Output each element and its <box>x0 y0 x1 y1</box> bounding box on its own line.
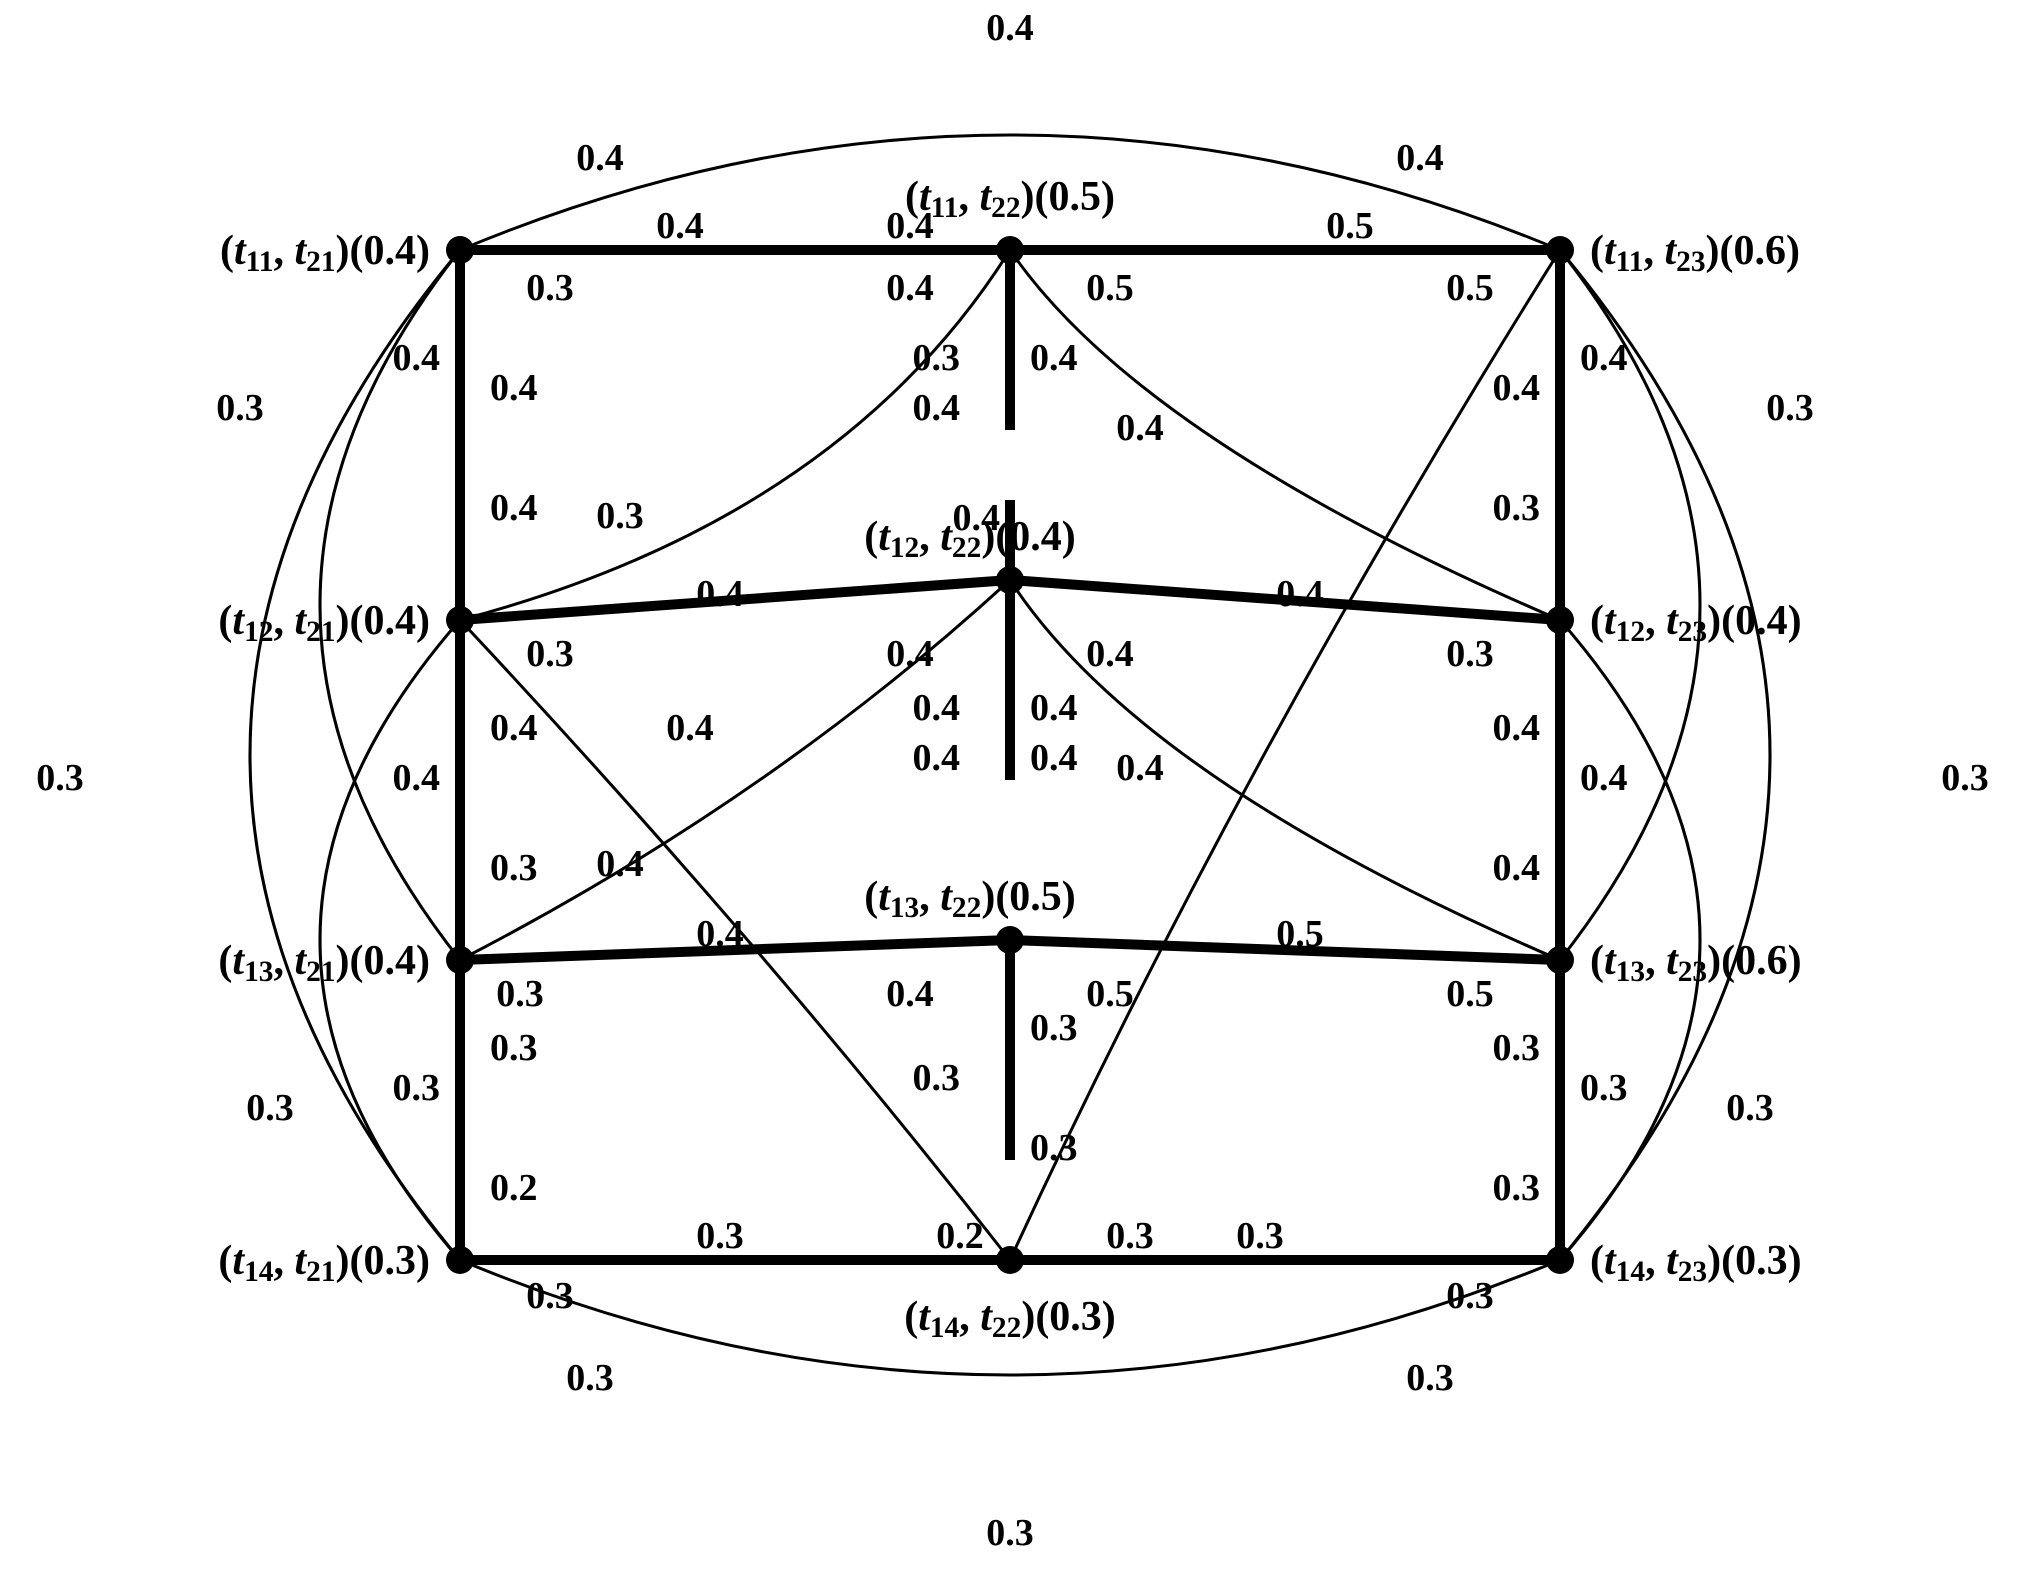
svg-text:0.4: 0.4 <box>490 487 538 529</box>
svg-text:0.4: 0.4 <box>913 687 961 729</box>
svg-text:0.3: 0.3 <box>1030 1127 1078 1169</box>
svg-text:0.3: 0.3 <box>490 847 538 889</box>
svg-text:0.3: 0.3 <box>913 337 961 379</box>
svg-text:0.4: 0.4 <box>1030 337 1078 379</box>
svg-text:(t13, t23)(0.6): (t13, t23)(0.6) <box>1590 938 1802 988</box>
svg-text:(t11, t21)(0.4): (t11, t21)(0.4) <box>220 228 430 278</box>
svg-text:0.4: 0.4 <box>1086 633 1134 675</box>
svg-text:0.4: 0.4 <box>576 137 624 179</box>
svg-text:0.4: 0.4 <box>986 7 1034 49</box>
svg-text:0.4: 0.4 <box>656 205 704 247</box>
svg-text:(t14, t23)(0.3): (t14, t23)(0.3) <box>1590 1238 1802 1288</box>
svg-text:0.4: 0.4 <box>913 387 961 429</box>
svg-text:0.4: 0.4 <box>886 267 934 309</box>
svg-text:0.4: 0.4 <box>1580 757 1628 799</box>
svg-text:0.4: 0.4 <box>696 573 744 615</box>
svg-text:0.4: 0.4 <box>393 337 441 379</box>
svg-text:0.3: 0.3 <box>1580 1067 1628 1109</box>
svg-text:0.4: 0.4 <box>1493 847 1541 889</box>
svg-text:0.3: 0.3 <box>526 1275 574 1317</box>
svg-text:0.5: 0.5 <box>1446 267 1494 309</box>
svg-text:0.3: 0.3 <box>1766 387 1814 429</box>
svg-text:0.4: 0.4 <box>1493 707 1541 749</box>
svg-text:0.3: 0.3 <box>393 1067 441 1109</box>
svg-text:0.3: 0.3 <box>246 1087 294 1129</box>
svg-text:0.4: 0.4 <box>393 757 441 799</box>
svg-text:0.3: 0.3 <box>496 973 544 1015</box>
svg-text:0.5: 0.5 <box>1086 267 1134 309</box>
graph-node <box>996 236 1024 264</box>
svg-text:0.3: 0.3 <box>526 267 574 309</box>
fuzzy-graph-diagram: 0.40.30.30.30.30.30.30.30.40.30.40.40.40… <box>0 0 2027 1575</box>
svg-text:0.3: 0.3 <box>526 633 574 675</box>
svg-text:(t12, t23)(0.4): (t12, t23)(0.4) <box>1590 598 1802 648</box>
svg-text:(t13, t21)(0.4): (t13, t21)(0.4) <box>218 938 430 988</box>
svg-text:0.3: 0.3 <box>1493 1027 1541 1069</box>
svg-text:(t14, t22)(0.3): (t14, t22)(0.3) <box>904 1294 1116 1344</box>
graph-node <box>996 1246 1024 1274</box>
svg-text:0.3: 0.3 <box>566 1357 614 1399</box>
svg-text:0.4: 0.4 <box>886 973 934 1015</box>
svg-text:0.4: 0.4 <box>913 737 961 779</box>
svg-text:0.4: 0.4 <box>490 367 538 409</box>
graph-node <box>1546 946 1574 974</box>
svg-text:0.4: 0.4 <box>1116 407 1164 449</box>
svg-text:0.3: 0.3 <box>1446 633 1494 675</box>
svg-text:(t11, t23)(0.6): (t11, t23)(0.6) <box>1590 228 1800 278</box>
svg-text:0.5: 0.5 <box>1086 973 1134 1015</box>
svg-text:0.4: 0.4 <box>490 707 538 749</box>
svg-text:0.3: 0.3 <box>1030 1007 1078 1049</box>
svg-text:0.4: 0.4 <box>1580 337 1628 379</box>
svg-text:0.3: 0.3 <box>1236 1215 1284 1257</box>
graph-node <box>996 926 1024 954</box>
svg-text:(t14, t21)(0.3): (t14, t21)(0.3) <box>218 1238 430 1288</box>
svg-text:0.5: 0.5 <box>1276 913 1324 955</box>
arc-edge <box>1560 620 1700 1260</box>
graph-node <box>446 236 474 264</box>
svg-text:0.3: 0.3 <box>36 757 84 799</box>
arc-edge <box>1010 250 1560 1260</box>
svg-text:0.4: 0.4 <box>886 633 934 675</box>
svg-text:0.2: 0.2 <box>490 1167 538 1209</box>
svg-text:(t12, t21)(0.4): (t12, t21)(0.4) <box>218 598 430 648</box>
svg-text:0.3: 0.3 <box>696 1215 744 1257</box>
svg-text:0.3: 0.3 <box>1726 1087 1774 1129</box>
svg-text:0.5: 0.5 <box>1446 973 1494 1015</box>
svg-text:0.3: 0.3 <box>1493 487 1541 529</box>
svg-text:0.3: 0.3 <box>1493 1167 1541 1209</box>
svg-text:0.3: 0.3 <box>490 1027 538 1069</box>
svg-text:0.4: 0.4 <box>596 843 644 885</box>
svg-text:0.4: 0.4 <box>1396 137 1444 179</box>
graph-node <box>1546 606 1574 634</box>
svg-text:0.2: 0.2 <box>936 1215 984 1257</box>
svg-text:0.4: 0.4 <box>1116 747 1164 789</box>
svg-text:0.3: 0.3 <box>216 387 264 429</box>
graph-node <box>446 946 474 974</box>
graph-node <box>1546 236 1574 264</box>
svg-text:0.4: 0.4 <box>1493 367 1541 409</box>
svg-text:0.3: 0.3 <box>913 1057 961 1099</box>
graph-node <box>446 606 474 634</box>
svg-text:0.3: 0.3 <box>1106 1215 1154 1257</box>
graph-node <box>996 566 1024 594</box>
svg-text:0.5: 0.5 <box>1326 205 1374 247</box>
svg-text:0.3: 0.3 <box>596 495 644 537</box>
graph-node <box>446 1246 474 1274</box>
graph-node <box>1546 1246 1574 1274</box>
svg-text:(t11, t22)(0.5): (t11, t22)(0.5) <box>905 174 1115 224</box>
svg-text:(t13, t22)(0.5): (t13, t22)(0.5) <box>864 874 1076 924</box>
svg-text:0.3: 0.3 <box>1446 1275 1494 1317</box>
svg-text:0.4: 0.4 <box>696 913 744 955</box>
svg-text:0.4: 0.4 <box>1030 687 1078 729</box>
svg-text:0.3: 0.3 <box>1941 757 1989 799</box>
svg-text:0.3: 0.3 <box>1406 1357 1454 1399</box>
svg-text:0.4: 0.4 <box>666 707 714 749</box>
svg-text:0.4: 0.4 <box>1030 737 1078 779</box>
svg-text:0.4: 0.4 <box>1276 573 1324 615</box>
svg-text:0.3: 0.3 <box>986 1512 1034 1554</box>
